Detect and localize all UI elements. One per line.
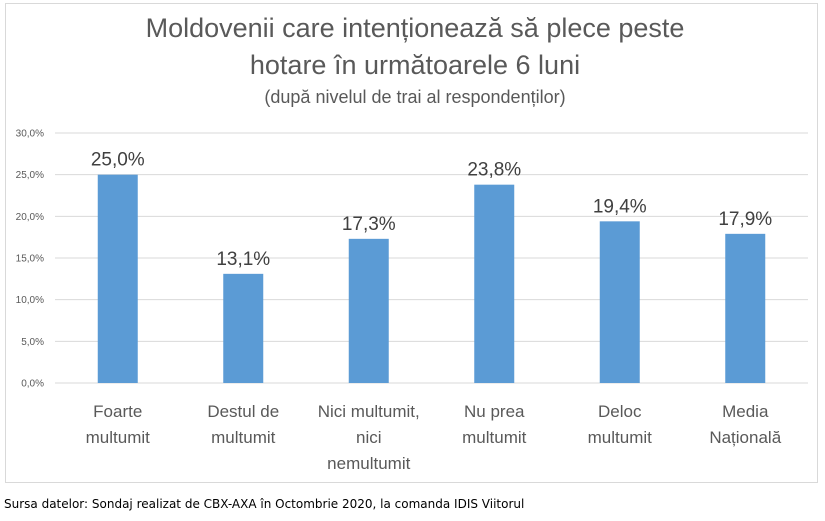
- source-note: Sursa datelor: Sondaj realizat de CBX-AX…: [4, 497, 525, 511]
- x-tick-label-line: multumit: [588, 428, 653, 447]
- x-tick-label-line: multumit: [462, 428, 527, 447]
- x-tick-label: Foarte multumit: [86, 402, 151, 447]
- y-tick-label: 0,0%: [21, 379, 44, 390]
- x-tick-label-line: multumit: [211, 428, 276, 447]
- bar: [97, 174, 138, 383]
- data-label: 17,9%: [718, 209, 772, 230]
- data-label: 13,1%: [216, 249, 270, 270]
- y-tick-label: 10,0%: [16, 295, 44, 306]
- x-tick-label-line: Națională: [709, 428, 781, 447]
- data-label: 17,3%: [342, 214, 396, 235]
- y-tick-label: 25,0%: [16, 170, 44, 181]
- x-tick-label-line: Deloc: [598, 402, 642, 421]
- bar: [474, 184, 515, 383]
- x-tick-label: Nici multumit, nici nemultumit: [318, 402, 420, 473]
- chart-frame: [5, 3, 818, 483]
- x-tick-label: Nu prea multumit: [462, 402, 527, 447]
- x-tick-label-line: Foarte: [93, 402, 142, 421]
- bar: [599, 221, 640, 383]
- x-tick-label-line: Destul de: [207, 402, 279, 421]
- x-tick-label: Media Națională: [709, 402, 781, 447]
- chart-subtitle: (după nivelul de trai al respondenților): [264, 87, 566, 107]
- y-tick-label: 30,0%: [16, 129, 44, 140]
- chart-title: Moldovenii care intenționează să plece p…: [0, 10, 825, 110]
- x-tick-label-line: Nici multumit,: [318, 402, 420, 421]
- y-tick-label: 5,0%: [21, 337, 44, 348]
- x-tick-label-line: nici: [356, 428, 382, 447]
- bar-chart-plot: 0,0% 5,0% 10,0% 15,0% 20,0% 25,0% 30,0% 25,0% Fo…: [16, 129, 808, 473]
- bar: [348, 238, 389, 383]
- x-tick-label-line: nemultumit: [327, 454, 410, 473]
- chart-title-line-1: Moldovenii care intenționează să plece p…: [145, 13, 685, 43]
- bar: [725, 233, 766, 383]
- data-label: 23,8%: [467, 160, 521, 181]
- x-tick-label-line: Media: [722, 402, 769, 421]
- x-tick-label-line: multumit: [86, 428, 151, 447]
- data-label: 19,4%: [593, 196, 647, 217]
- x-tick-label: Deloc multumit: [588, 402, 653, 447]
- bar: [223, 273, 264, 383]
- y-tick-label: 20,0%: [16, 212, 44, 223]
- y-tick-label: 15,0%: [16, 254, 44, 265]
- x-tick-label: Destul de multumit: [207, 402, 279, 447]
- chart-title-line-2: hotare în următoarele 6 luni: [249, 50, 581, 80]
- data-label: 25,0%: [91, 150, 145, 171]
- x-tick-label-line: Nu prea: [464, 402, 525, 421]
